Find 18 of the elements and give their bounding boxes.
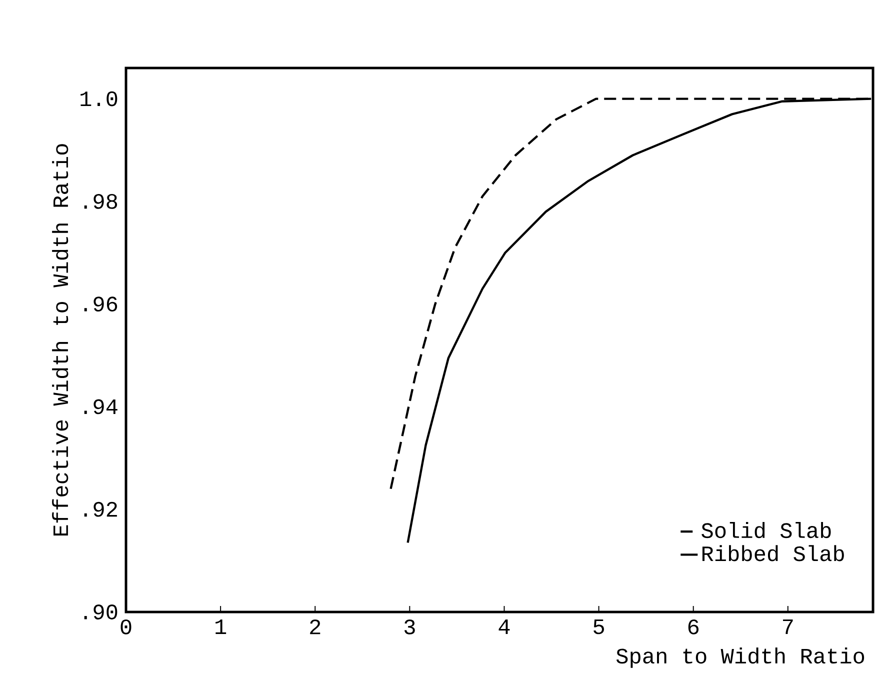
x-tick-label: 4 xyxy=(498,620,510,634)
legend-label: Solid Slab xyxy=(702,522,831,538)
y-tick-label: .90 xyxy=(84,604,118,620)
y-tick-label: .98 xyxy=(84,194,118,209)
x-tick-label: 7 xyxy=(783,620,793,634)
x-tick-label: 0 xyxy=(120,619,132,634)
x-tick-label: 5 xyxy=(594,620,604,634)
y-tick-label: 1.0 xyxy=(80,91,118,106)
legend-label: Ribbed Slab xyxy=(702,545,844,562)
y-tick-label: .92 xyxy=(84,502,117,517)
x-tick-label: 3 xyxy=(404,619,415,634)
x-tick-label: 6 xyxy=(688,619,699,634)
y-axis-title: Effective Width to Width Ratio xyxy=(52,144,68,536)
y-tick-label: .94 xyxy=(84,399,118,414)
y-tick-label: .96 xyxy=(84,296,118,312)
x-axis-title: Span to Width Ratio xyxy=(616,647,864,668)
x-tick-label: 1 xyxy=(216,620,226,634)
x-tick-label: 2 xyxy=(310,619,320,634)
